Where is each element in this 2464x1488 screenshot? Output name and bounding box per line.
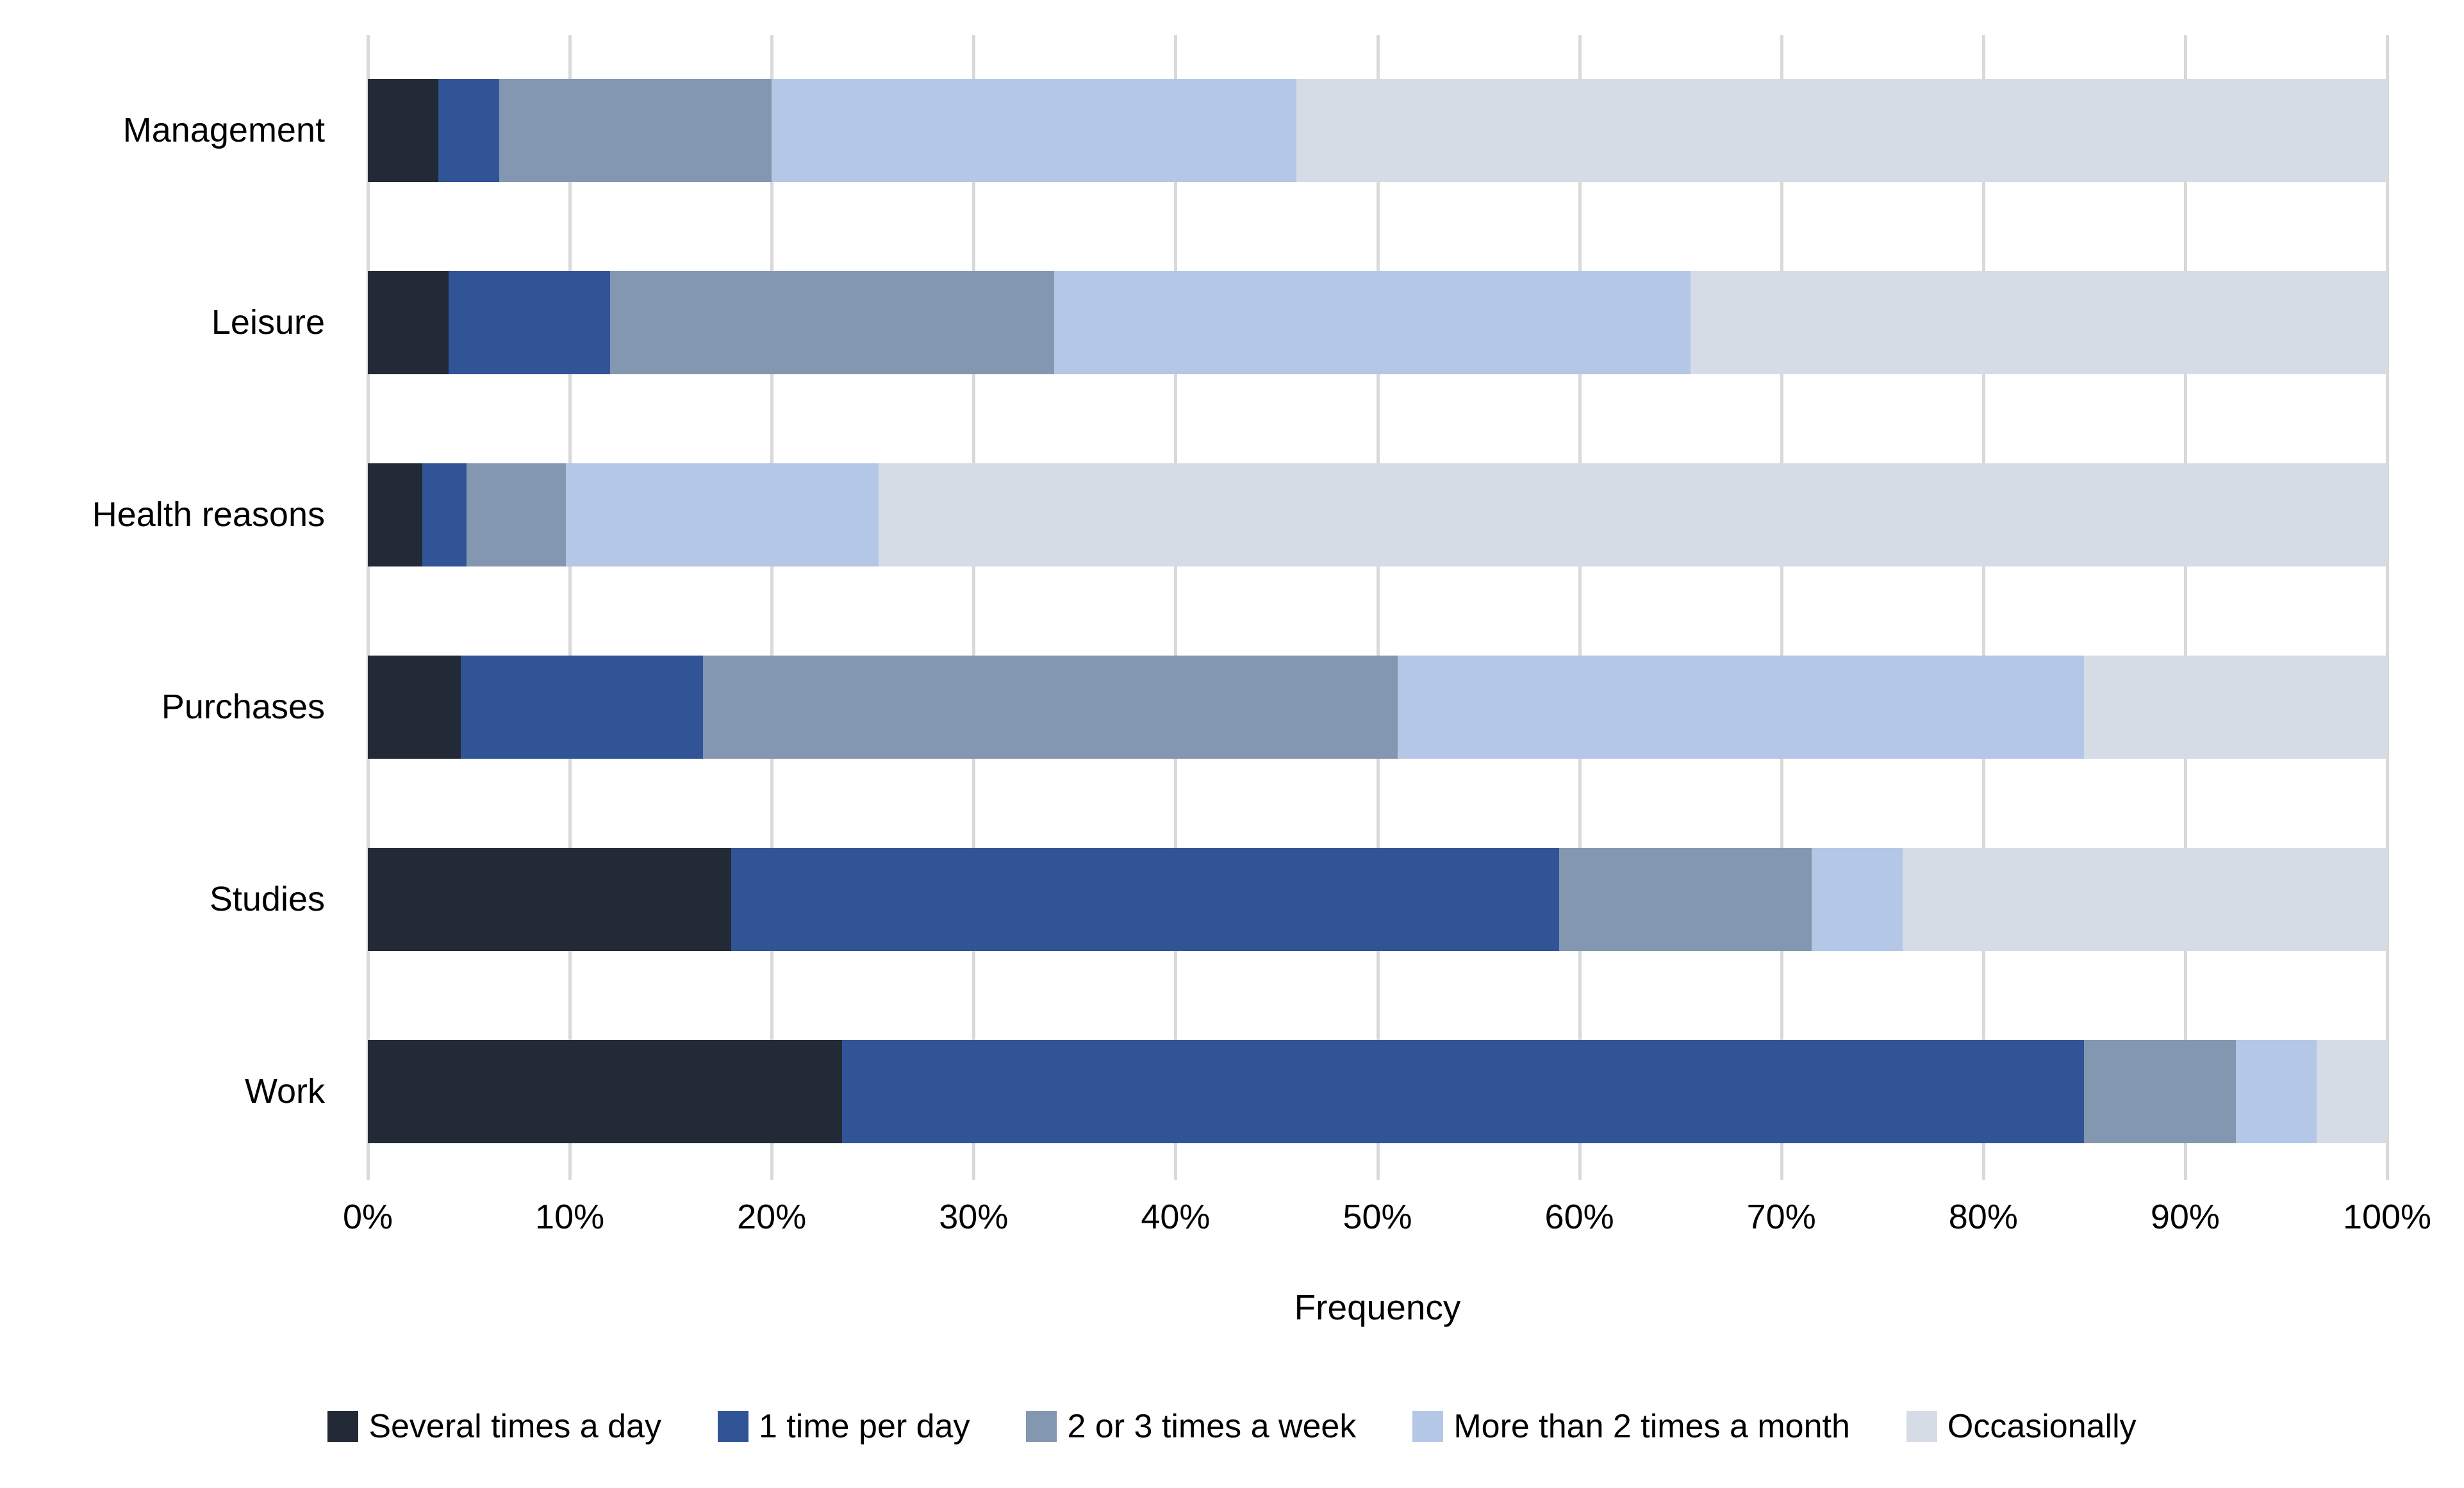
segment-occasionally [1690, 271, 2387, 374]
segment-1-time-per-day [422, 463, 467, 566]
segment-more-than-2-times-a-month [1397, 656, 2085, 759]
legend-label: More than 2 times a month [1453, 1408, 1850, 1445]
segment-more-than-2-times-a-month [772, 79, 1297, 182]
gridline-20% [770, 35, 774, 1180]
tick-label-80%: 80% [1948, 1198, 2018, 1236]
segment-more-than-2-times-a-month [2235, 1040, 2317, 1143]
segment-several-times-a-day [368, 1040, 843, 1143]
gridline-90% [2183, 35, 2187, 1180]
legend-label: 2 or 3 times a week [1067, 1408, 1357, 1445]
legend-item-several-times-a-day: Several times a day [327, 1407, 661, 1446]
segment-occasionally [2316, 1040, 2387, 1143]
tick-label-0%: 0% [342, 1198, 393, 1236]
tick-label-70%: 70% [1746, 1198, 1816, 1236]
category-label-purchases: Purchases [161, 688, 325, 726]
tick-label-10%: 10% [535, 1198, 605, 1236]
legend-item-occasionally: Occasionally [1906, 1407, 2137, 1446]
gridline-40% [1174, 35, 1178, 1180]
segment-1-time-per-day [731, 848, 1560, 951]
gridline-100% [2386, 35, 2389, 1180]
plot-area [367, 35, 2389, 1180]
legend-item-more-than-2-times-a-month: More than 2 times a month [1412, 1407, 1850, 1446]
segment-2-or-3-times-a-week [499, 79, 772, 182]
gridline-30% [972, 35, 976, 1180]
gridline-50% [1376, 35, 1380, 1180]
legend-swatch-icon [1026, 1411, 1057, 1442]
legend-swatch-icon [1906, 1411, 1937, 1442]
x-axis-title: Frequency [1294, 1287, 1461, 1327]
segment-1-time-per-day [438, 79, 499, 182]
segment-several-times-a-day [368, 463, 423, 566]
legend-swatch-icon [717, 1411, 748, 1442]
gridline-60% [1578, 35, 1582, 1180]
segment-several-times-a-day [368, 79, 439, 182]
bar-row-studies [368, 848, 2387, 951]
legend-label: Occasionally [1947, 1408, 2137, 1445]
tick-label-50%: 50% [1343, 1198, 1412, 1236]
tick-label-90%: 90% [2150, 1198, 2220, 1236]
legend-item-2-or-3-times-a-week: 2 or 3 times a week [1026, 1407, 1356, 1446]
segment-1-time-per-day [842, 1040, 2085, 1143]
category-label-health-reasons: Health reasons [92, 495, 325, 534]
segment-occasionally [1902, 848, 2387, 951]
segment-2-or-3-times-a-week [1559, 848, 1812, 951]
segment-1-time-per-day [449, 271, 611, 374]
segment-2-or-3-times-a-week [610, 271, 1055, 374]
category-label-work: Work [244, 1072, 325, 1111]
legend-item-1-time-per-day: 1 time per day [717, 1407, 970, 1446]
legend: Several times a day 1 time per day 2 or 3 … [0, 1407, 2464, 1446]
segment-2-or-3-times-a-week [467, 463, 566, 566]
segment-2-or-3-times-a-week [2084, 1040, 2236, 1143]
bar-row-leisure [368, 271, 2387, 374]
gridline-10% [568, 35, 572, 1180]
category-label-management: Management [122, 111, 325, 149]
segment-several-times-a-day [368, 848, 732, 951]
tick-label-20%: 20% [737, 1198, 807, 1236]
bar-row-purchases [368, 656, 2387, 759]
tick-label-60%: 60% [1544, 1198, 1614, 1236]
segment-several-times-a-day [368, 656, 461, 759]
segment-occasionally [2084, 656, 2387, 759]
legend-swatch-icon [327, 1411, 359, 1442]
segment-several-times-a-day [368, 271, 449, 374]
segment-more-than-2-times-a-month [565, 463, 879, 566]
bar-row-health-reasons [368, 463, 2387, 566]
legend-swatch-icon [1412, 1411, 1444, 1442]
legend-label: 1 time per day [758, 1408, 970, 1445]
segment-2-or-3-times-a-week [703, 656, 1398, 759]
category-label-leisure: Leisure [211, 303, 325, 342]
segment-more-than-2-times-a-month [1054, 271, 1691, 374]
bar-row-work [368, 1040, 2387, 1143]
gridline-0% [367, 35, 370, 1180]
gridline-80% [1981, 35, 1985, 1180]
bar-row-management [368, 79, 2387, 182]
legend-label: Several times a day [368, 1408, 661, 1445]
gridline-70% [1780, 35, 1783, 1180]
tick-label-40%: 40% [1141, 1198, 1211, 1236]
segment-occasionally [879, 463, 2387, 566]
tick-label-100%: 100% [2342, 1198, 2432, 1236]
category-label-studies: Studies [209, 880, 325, 918]
segment-1-time-per-day [460, 656, 704, 759]
tick-label-30%: 30% [939, 1198, 1009, 1236]
segment-occasionally [1296, 79, 2387, 182]
segment-more-than-2-times-a-month [1811, 848, 1903, 951]
